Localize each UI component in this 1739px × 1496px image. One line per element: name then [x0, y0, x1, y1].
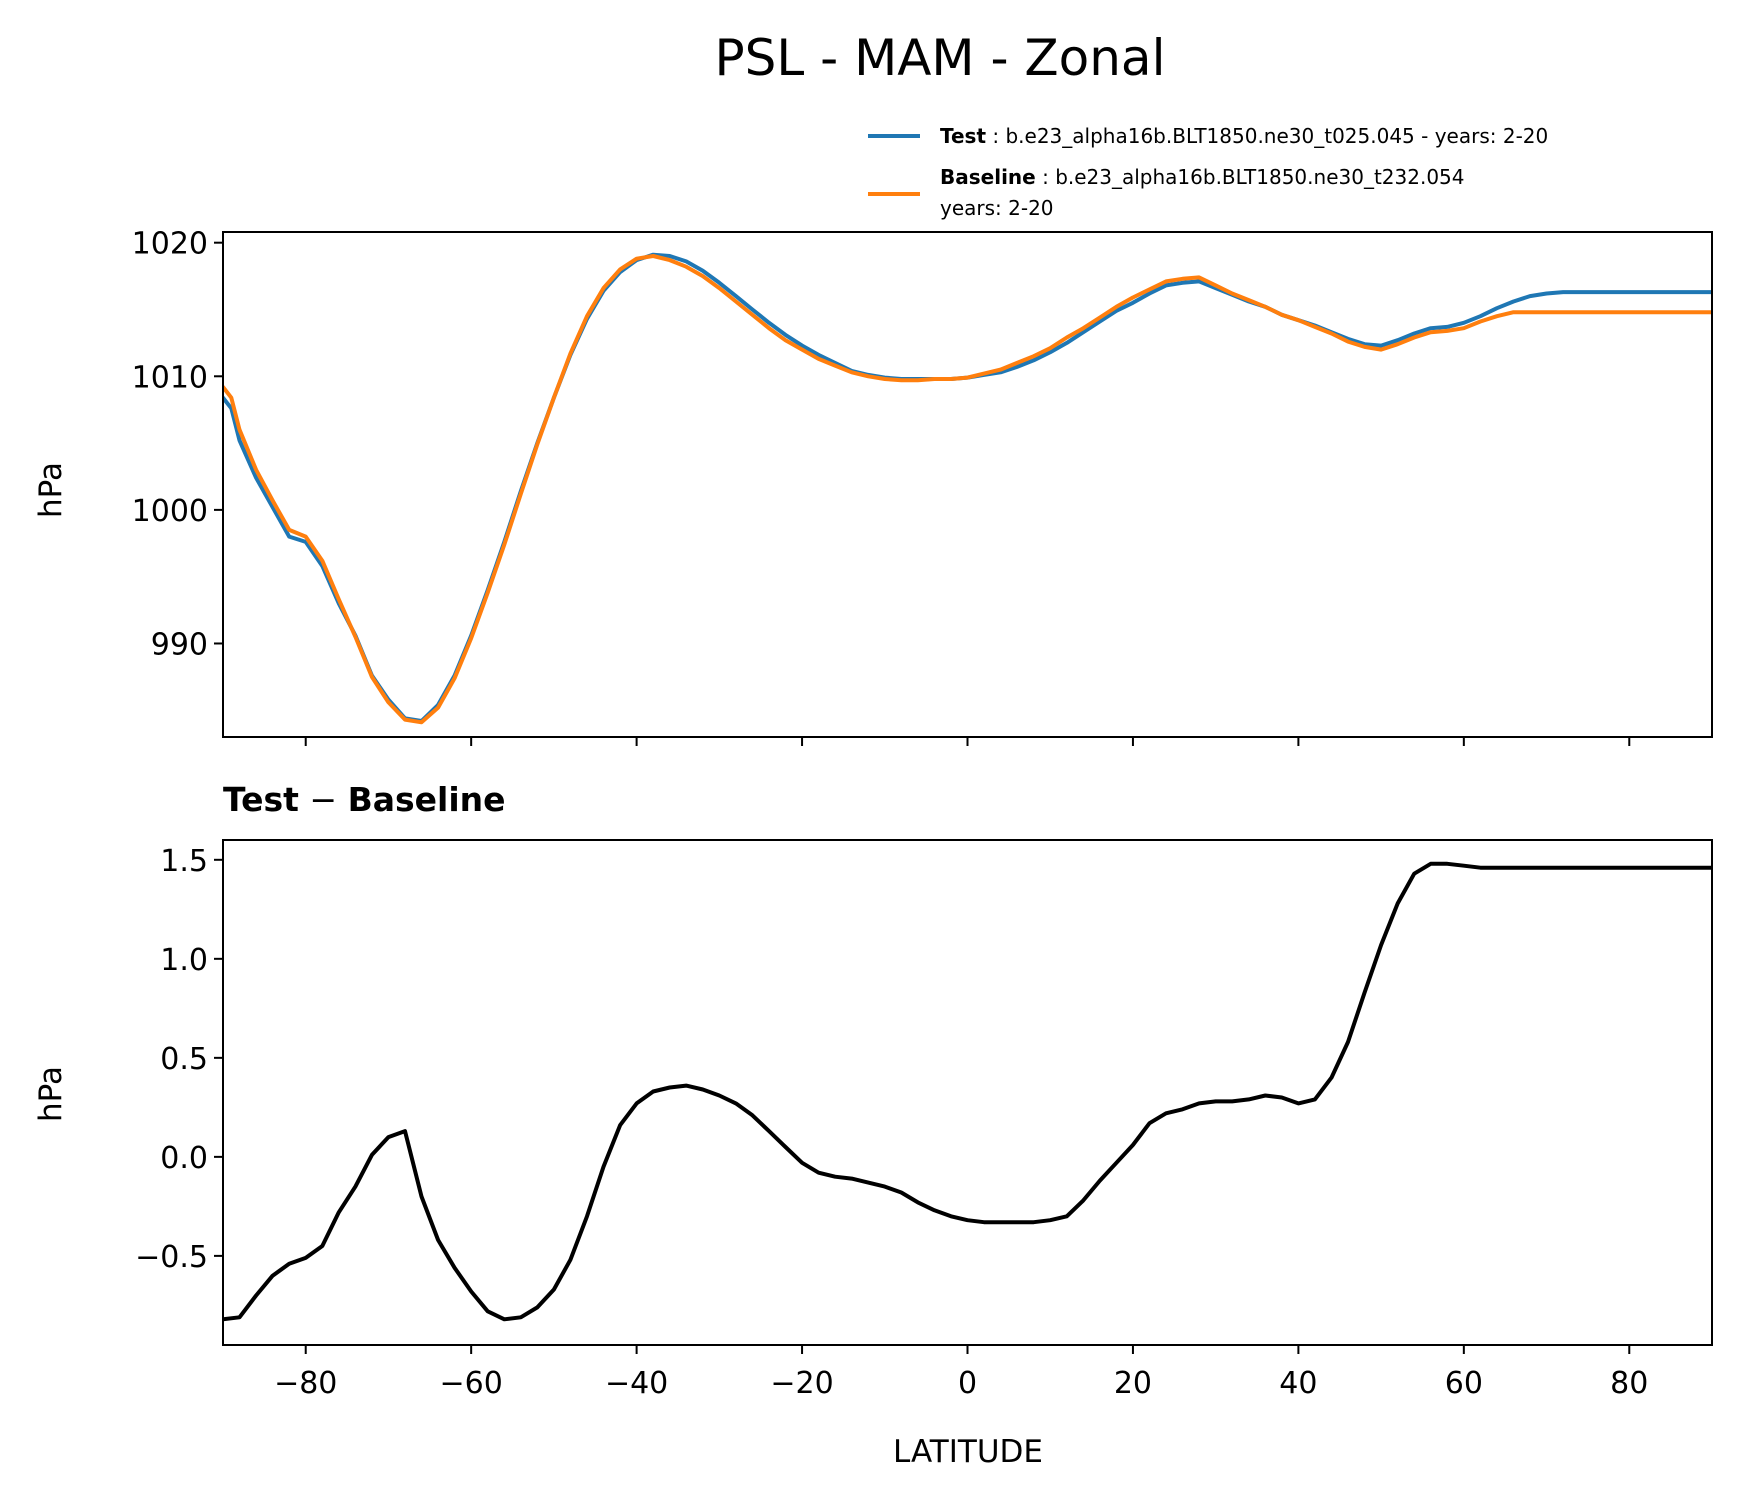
top-ytick-label: 1000 [132, 494, 208, 529]
legend-test-sep: : [986, 124, 1005, 148]
top-ytick-label: 1020 [132, 227, 208, 262]
bottom-xtick-label: −60 [440, 1366, 503, 1401]
legend-baseline-entry: Baseline : b.e23_alpha16b.BLT1850.ne30_t… [940, 165, 1465, 189]
figure-title: PSL - MAM - Zonal [715, 29, 1166, 87]
bottom-xtick-label: −40 [605, 1366, 668, 1401]
bottom-xtick-label: −80 [274, 1366, 337, 1401]
bottom-xtick-label: 0 [958, 1366, 977, 1401]
bottom-ylabel: hPa [33, 1066, 69, 1122]
bottom-xtick-label: −20 [770, 1366, 833, 1401]
bottom-plot-area: −0.5 0.0 0.5 1.0 1.5 −80 −60 −40 −20 0 20 40 60 80 [135, 839, 1713, 1401]
top-plot-area: 990 1000 1010 1020 [132, 227, 1713, 746]
bottom-xtick-label: 80 [1610, 1366, 1648, 1401]
bottom-title-sep: − [299, 780, 348, 819]
top-ytick-label: 990 [151, 627, 208, 662]
top-panel: hPa 990 1000 1010 1020 [33, 227, 1713, 746]
bottom-xtick-label: 40 [1279, 1366, 1317, 1401]
bottom-ytick-label: −0.5 [135, 1240, 208, 1275]
legend: Test : b.e23_alpha16b.BLT1850.ne30_t025.… [868, 124, 1548, 220]
bottom-series-group [223, 861, 1712, 1322]
legend-baseline-desc: b.e23_alpha16b.BLT1850.ne30_t232.054 [1055, 165, 1464, 189]
top-series-group [223, 252, 1712, 725]
bottom-panel: Test − Baseline hPa LATITUDE −0.5 0.0 0.5 1… [33, 780, 1713, 1470]
bottom-xtick-label: 60 [1445, 1366, 1483, 1401]
bottom-xtick-label: 20 [1114, 1366, 1152, 1401]
legend-baseline-sep: : [1036, 165, 1055, 189]
bottom-xlabel: LATITUDE [893, 1434, 1043, 1470]
legend-baseline-label: Baseline [940, 165, 1036, 189]
top-series-line-baseline [223, 254, 1712, 725]
bottom-title: Test − Baseline [223, 780, 506, 819]
bottom-ytick-label: 1.5 [160, 844, 208, 879]
bottom-ytick-label: 1.0 [160, 943, 208, 978]
legend-test-entry: Test : b.e23_alpha16b.BLT1850.ne30_t025.… [940, 124, 1548, 148]
bottom-ytick-label: 0.5 [160, 1042, 208, 1077]
bottom-title-test: Test [223, 780, 299, 819]
bottom-ytick-label: 0.0 [160, 1141, 208, 1176]
legend-test-label: Test [940, 124, 986, 148]
legend-test-desc: b.e23_alpha16b.BLT1850.ne30_t025.045 - y… [1005, 124, 1548, 148]
legend-baseline-years: years: 2-20 [940, 196, 1054, 220]
bottom-title-baseline: Baseline [348, 780, 506, 819]
top-ytick-label: 1010 [132, 360, 208, 395]
bottom-series-line-difference [223, 861, 1712, 1322]
top-ylabel: hPa [33, 462, 69, 518]
